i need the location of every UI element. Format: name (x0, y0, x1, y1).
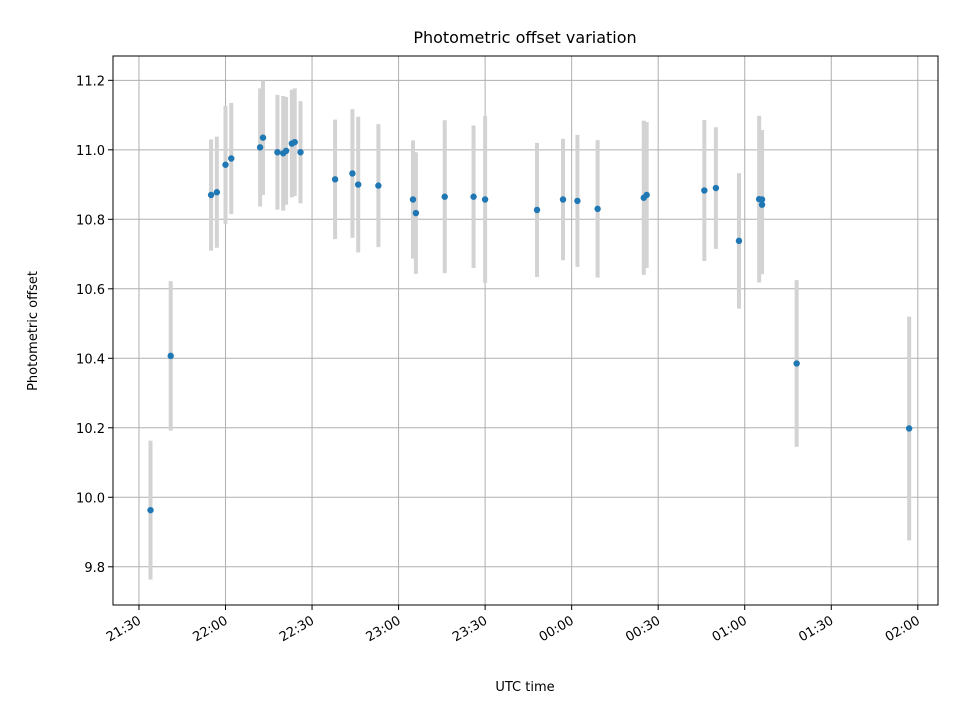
data-point (701, 187, 708, 194)
data-point (905, 425, 913, 432)
y-tick-label: 10.8 (76, 213, 105, 228)
data-point (594, 205, 601, 213)
data-point (291, 138, 298, 146)
data-point (559, 196, 567, 203)
y-axis-label: Photometric offset (26, 271, 41, 391)
data-point (574, 197, 581, 205)
data-point (354, 181, 362, 188)
data-point (228, 155, 235, 162)
data-point (375, 182, 382, 189)
data-point (331, 176, 339, 183)
data-point (256, 144, 264, 151)
data-point (481, 196, 489, 203)
data-point (441, 193, 448, 200)
data-point (213, 189, 221, 196)
y-tick-label: 9.8 (84, 561, 105, 576)
y-tick-label: 11.2 (76, 74, 105, 89)
y-tick-label: 11.0 (76, 144, 105, 159)
data-point (147, 506, 154, 514)
data-point (412, 209, 420, 217)
data-point (274, 149, 281, 156)
data-point (259, 134, 267, 141)
data-point (297, 149, 304, 156)
data-point (282, 147, 290, 155)
data-point (533, 206, 541, 214)
data-point (470, 193, 477, 200)
data-point (735, 237, 743, 245)
data-point (758, 201, 766, 208)
data-point (712, 184, 720, 192)
plot-area (113, 56, 938, 605)
data-point (758, 196, 766, 203)
chart-title: Photometric offset variation (413, 28, 636, 47)
data-point (643, 191, 650, 199)
y-axis-ticks: 9.8 10.0 10.2 10.4 10.6 10.8 11.0 11.2 (76, 74, 113, 576)
data-point (793, 360, 800, 367)
data-point (222, 161, 229, 168)
data-point (207, 191, 215, 199)
data-point (349, 170, 356, 177)
y-tick-label: 10.0 (76, 491, 105, 506)
data-point (167, 352, 174, 360)
data-points (147, 134, 913, 514)
y-tick-label: 10.6 (76, 283, 105, 298)
plot-frame (112, 55, 939, 606)
data-point (409, 196, 417, 203)
y-tick-label: 10.4 (76, 352, 105, 367)
x-axis-label: UTC time (495, 680, 554, 695)
grid-lines (113, 56, 938, 605)
y-tick-label: 10.2 (76, 422, 105, 437)
